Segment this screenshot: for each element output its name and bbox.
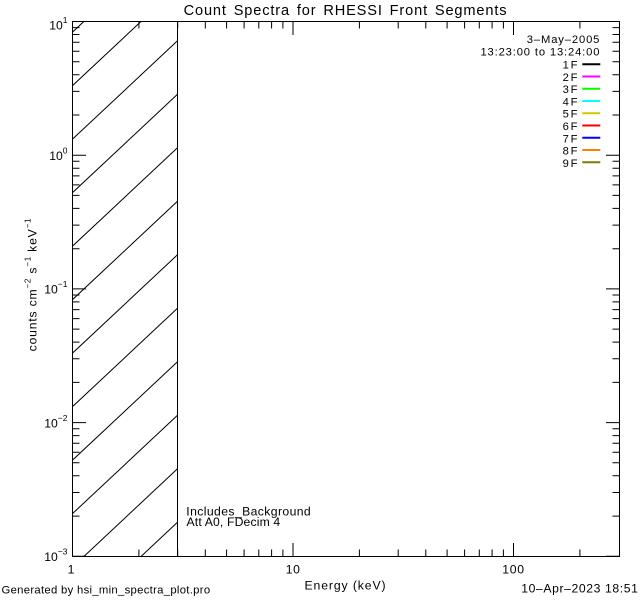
svg-text:100: 100 — [502, 562, 524, 576]
svg-text:counts cm−2 s−1 keV−1: counts cm−2 s−1 keV−1 — [24, 218, 40, 352]
svg-text:Generated by hsi_min_spectra_p: Generated by hsi_min_spectra_plot.pro — [2, 585, 211, 597]
svg-text:2F: 2F — [563, 72, 580, 84]
svg-text:101: 101 — [49, 15, 68, 32]
svg-text:8F: 8F — [563, 146, 580, 158]
svg-text:5F: 5F — [563, 109, 580, 121]
svg-text:Energy (keV): Energy (keV) — [305, 579, 387, 593]
svg-text:10: 10 — [286, 562, 301, 576]
svg-text:10−1: 10−1 — [44, 279, 68, 296]
svg-text:10−3: 10−3 — [44, 547, 68, 564]
svg-text:9F: 9F — [563, 158, 580, 170]
svg-text:1F: 1F — [563, 60, 580, 72]
svg-text:6F: 6F — [563, 121, 580, 133]
svg-text:7F: 7F — [563, 133, 580, 145]
svg-text:3F: 3F — [563, 84, 580, 96]
svg-text:10−2: 10−2 — [44, 413, 68, 430]
svg-text:13:23:00 to 13:24:00: 13:23:00 to 13:24:00 — [480, 46, 600, 58]
svg-text:Includes_Background: Includes_Background — [186, 505, 311, 519]
svg-text:10–Apr–2023 18:51: 10–Apr–2023 18:51 — [521, 581, 638, 595]
svg-text:Att A0, FDecim 4: Att A0, FDecim 4 — [187, 515, 281, 529]
svg-text:Count Spectra for RHESSI Front: Count Spectra for RHESSI Front Segments — [184, 3, 508, 19]
svg-text:4F: 4F — [563, 97, 580, 109]
svg-text:3–May–2005: 3–May–2005 — [527, 34, 601, 46]
svg-text:1: 1 — [68, 562, 75, 576]
svg-text:100: 100 — [49, 146, 68, 163]
